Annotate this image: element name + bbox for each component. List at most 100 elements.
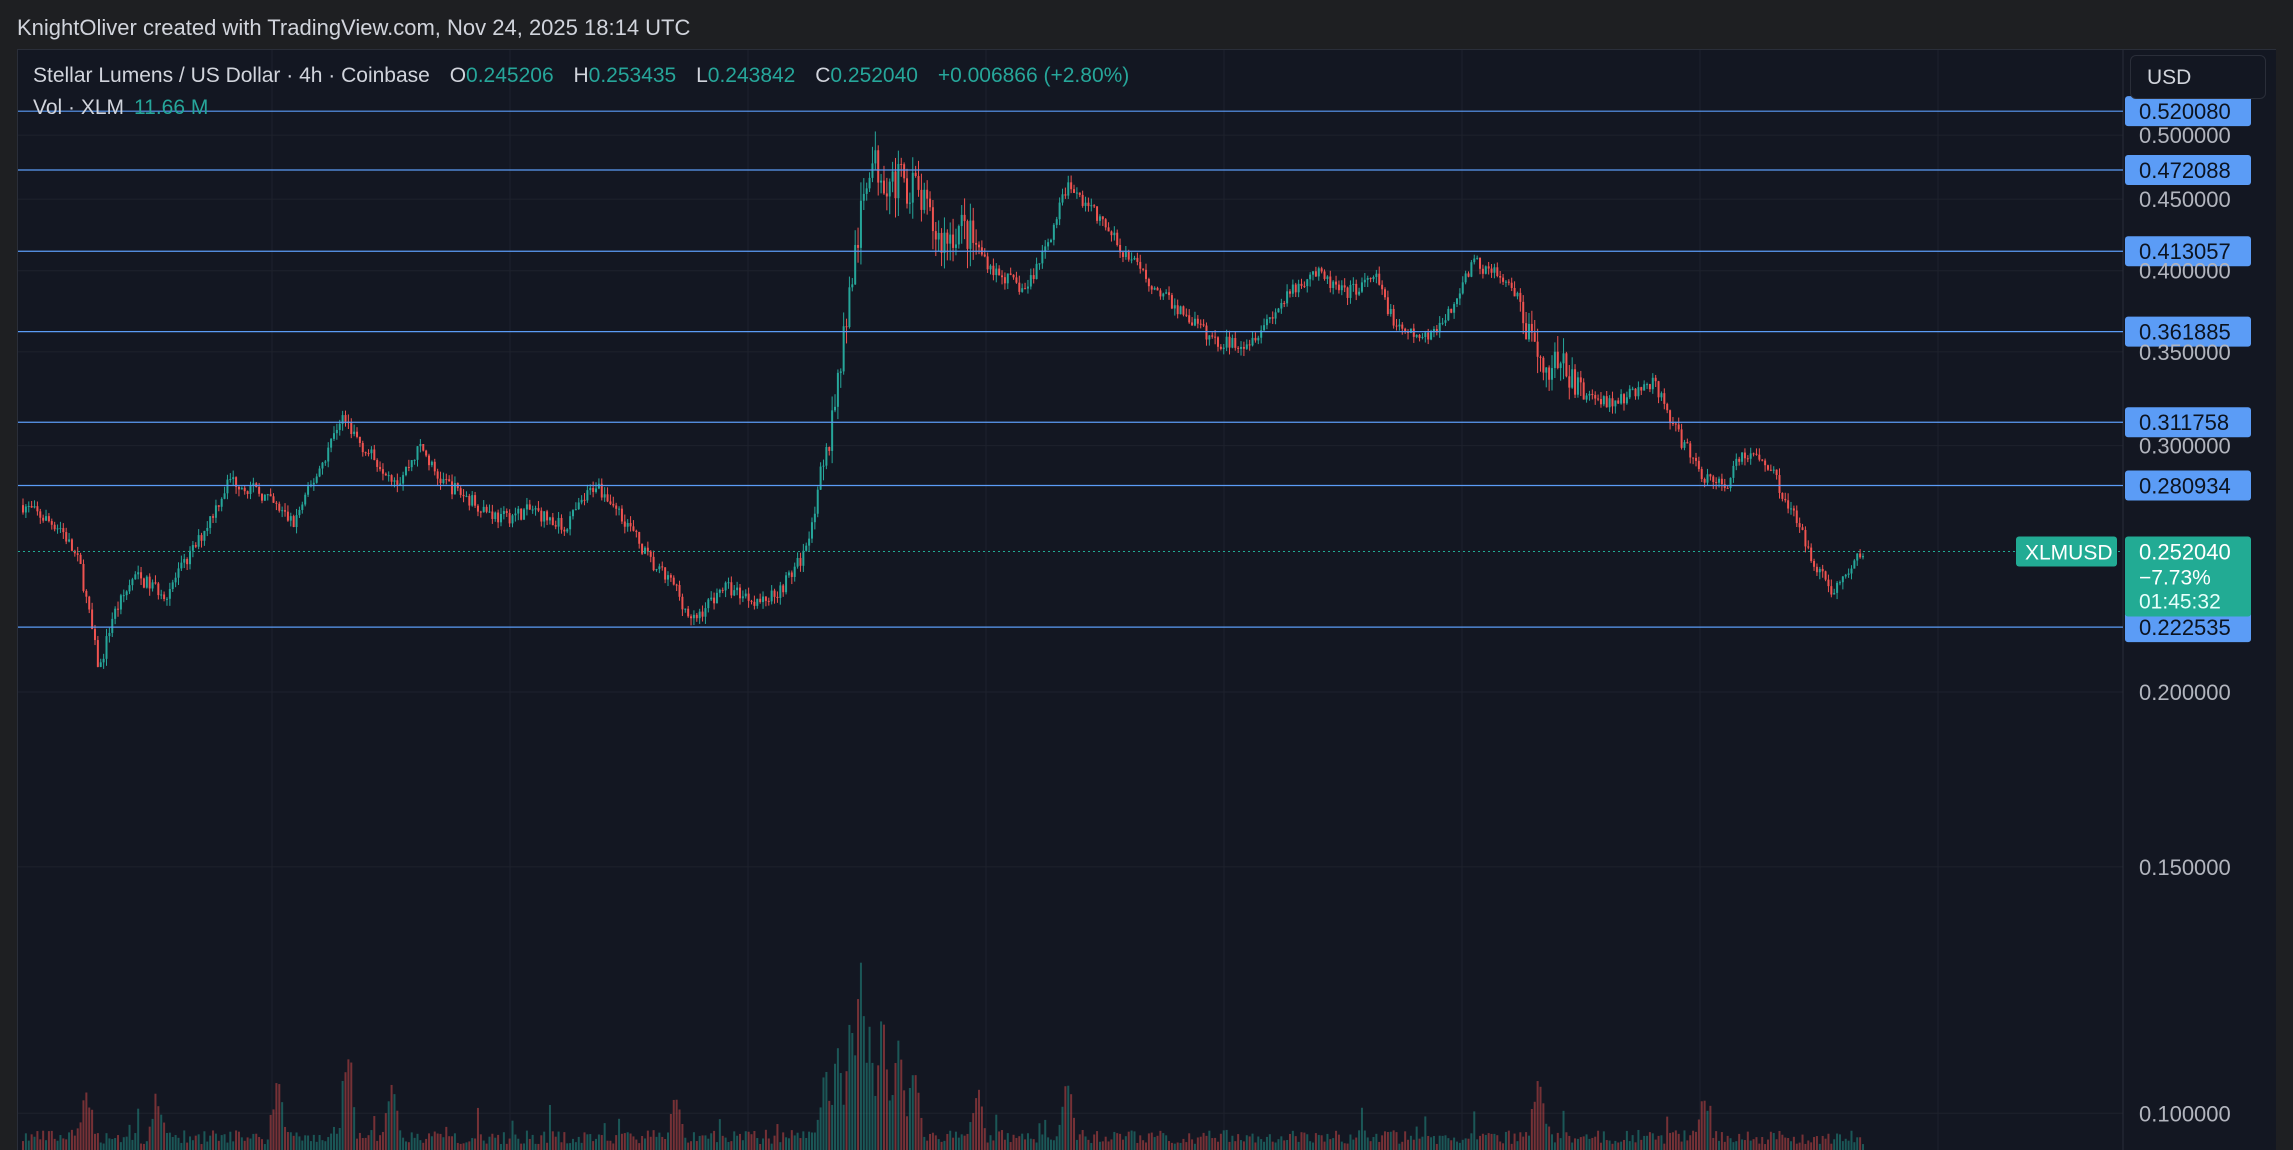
candle-body (1271, 317, 1274, 319)
volume-bar (1813, 1137, 1816, 1150)
candle-body (1617, 400, 1620, 404)
candle-body (1389, 308, 1392, 315)
candle-body (1775, 469, 1778, 476)
candle-body (243, 487, 246, 492)
candle-body (733, 590, 736, 596)
candle-body (24, 506, 27, 513)
candle-body (1381, 284, 1384, 290)
candle-body (776, 596, 779, 598)
candle-body (1473, 258, 1476, 263)
volume-bar (1493, 1133, 1496, 1150)
volume-bar (1801, 1134, 1804, 1150)
volume-bar (1502, 1143, 1505, 1150)
currency-label: USD (2147, 66, 2192, 89)
volume-bar (1847, 1140, 1850, 1150)
volume-bar (263, 1144, 266, 1150)
candle-body (1634, 388, 1637, 397)
candle-body (1208, 335, 1211, 340)
volume-bar (678, 1109, 681, 1150)
candle-body (505, 511, 508, 514)
volume-bar (1081, 1129, 1084, 1150)
candle-body (736, 587, 739, 591)
candle-body (534, 508, 537, 510)
candle-body (1335, 281, 1338, 285)
candle-body (1222, 347, 1225, 349)
candle-body (404, 467, 407, 476)
candle-body (1545, 367, 1548, 373)
chart-frame[interactable]: 0.520080 0.472088 0.413057 0.361885 0.311758… (17, 49, 2276, 1150)
volume-bar (1766, 1139, 1769, 1150)
volume-bar (154, 1093, 157, 1150)
volume-bar (1430, 1137, 1433, 1150)
candle-body (252, 483, 255, 486)
candle-body (364, 452, 367, 454)
candle-body (160, 594, 163, 596)
volume-bar (753, 1130, 756, 1150)
candle-body (1749, 453, 1752, 459)
symbol-title[interactable]: Stellar Lumens / US Dollar · 4h · Coinba… (33, 64, 430, 87)
volume-bar (1196, 1137, 1199, 1150)
volume-bar (330, 1133, 333, 1150)
volume-bar (718, 1119, 721, 1150)
candle-body (1193, 318, 1196, 326)
volume-bar (157, 1106, 160, 1150)
candle-body (517, 508, 520, 514)
volume-bar (1599, 1142, 1602, 1150)
volume-bar (1841, 1141, 1844, 1150)
candle-body (229, 479, 232, 481)
attribution-text: KnightOliver created with TradingView.co… (17, 15, 691, 40)
price-chart[interactable]: 0.520080 0.472088 0.413057 0.361885 0.311758… (18, 50, 2276, 1150)
candle-body (1052, 224, 1055, 240)
candle-body (1363, 279, 1366, 283)
volume-bar (836, 1048, 839, 1150)
candle-body (1467, 273, 1470, 277)
volume-bar (1001, 1130, 1004, 1150)
volume-bar (1142, 1140, 1145, 1150)
candle-body (1530, 323, 1533, 333)
volume-bar (681, 1123, 684, 1150)
volume-bar (1631, 1135, 1634, 1150)
volume-bar (1263, 1141, 1266, 1150)
candle-body (1237, 347, 1240, 349)
candle-body (1029, 275, 1032, 287)
volume-bar (381, 1131, 384, 1150)
volume-bar (47, 1131, 50, 1150)
volume-bar (1415, 1126, 1418, 1150)
candle-body (1214, 336, 1217, 338)
currency-button[interactable]: USD (2130, 55, 2266, 99)
candle-body (718, 589, 721, 593)
volume-bar (131, 1139, 134, 1150)
volume-bar (370, 1130, 373, 1150)
candle-body (341, 415, 344, 424)
volume-label[interactable]: Vol · XLM (33, 96, 125, 119)
candle-body (620, 508, 623, 522)
volume-bar (583, 1132, 586, 1150)
volume-bar (1582, 1136, 1585, 1150)
volume-bar (1058, 1124, 1061, 1150)
candle-body (537, 508, 540, 511)
volume-bar (888, 1100, 891, 1150)
candle-body (1093, 205, 1096, 207)
candle-body (1499, 275, 1502, 278)
volume-bar (410, 1132, 413, 1150)
volume-bar (747, 1131, 750, 1150)
volume-bar (174, 1135, 177, 1150)
volume-bar (1755, 1137, 1758, 1150)
candle-body (1576, 377, 1579, 395)
grid (18, 50, 2123, 1150)
candle-body (762, 596, 765, 603)
volume-bar (442, 1137, 445, 1150)
volume-bar (810, 1132, 813, 1150)
volume-bar (1240, 1140, 1243, 1150)
candle-body (1026, 286, 1029, 289)
candle-body (1746, 458, 1749, 460)
volume-bar (551, 1131, 554, 1150)
candle-body (1605, 396, 1608, 408)
volume-bar (1340, 1141, 1343, 1150)
volume-bar (1116, 1133, 1119, 1150)
volume-bar (243, 1140, 246, 1150)
candle-body (793, 566, 796, 577)
volume-bar (1392, 1130, 1395, 1150)
candle-body (632, 526, 635, 531)
volume-bar (952, 1137, 955, 1150)
